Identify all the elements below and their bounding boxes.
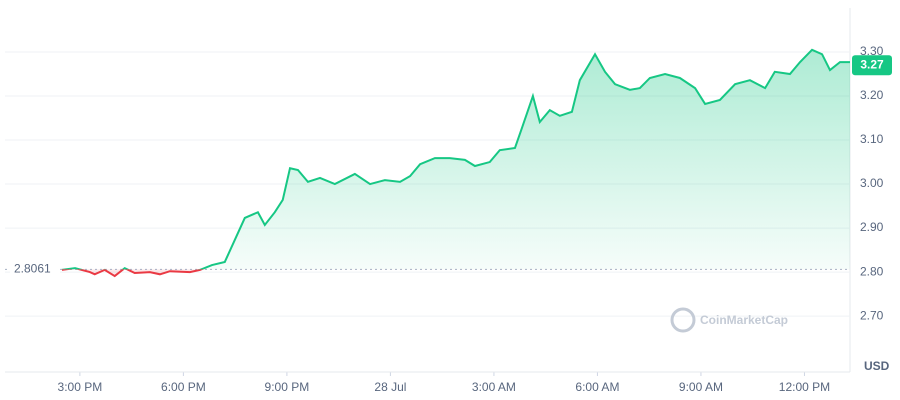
x-tick-label: 9:00 AM <box>679 380 723 394</box>
x-tick-label: 3:00 PM <box>58 380 103 394</box>
x-tick-label: 6:00 PM <box>161 380 206 394</box>
y-tick-label: 2.70 <box>860 308 884 322</box>
current-price-label: 3.27 <box>860 57 884 71</box>
y-tick-label: 3.00 <box>860 176 884 190</box>
watermark: CoinMarketCap <box>700 313 788 327</box>
reference-label-bg <box>10 260 60 279</box>
x-tick-label: 6:00 AM <box>575 380 619 394</box>
price-line <box>61 48 850 270</box>
area-fill-below <box>61 269 202 277</box>
watermark-logo <box>670 307 696 333</box>
x-tick-label: 28 Jul <box>374 380 406 394</box>
current-price-badge <box>852 55 892 76</box>
x-tick-label: 12:00 PM <box>779 380 830 394</box>
y-tick-label: 3.20 <box>860 88 884 102</box>
y-tick-label: 3.10 <box>860 132 884 146</box>
area-fill <box>61 49 850 270</box>
reference-label: 2.8061 <box>14 262 51 276</box>
currency-label: USD <box>864 359 890 373</box>
x-tick-label: 9:00 PM <box>265 380 310 394</box>
y-tick-label: 3.30 <box>860 44 884 58</box>
price-line-below <box>61 269 204 278</box>
y-tick-label: 2.80 <box>860 264 884 278</box>
x-tick-label: 3:00 AM <box>472 380 516 394</box>
y-tick-label: 2.90 <box>860 220 884 234</box>
